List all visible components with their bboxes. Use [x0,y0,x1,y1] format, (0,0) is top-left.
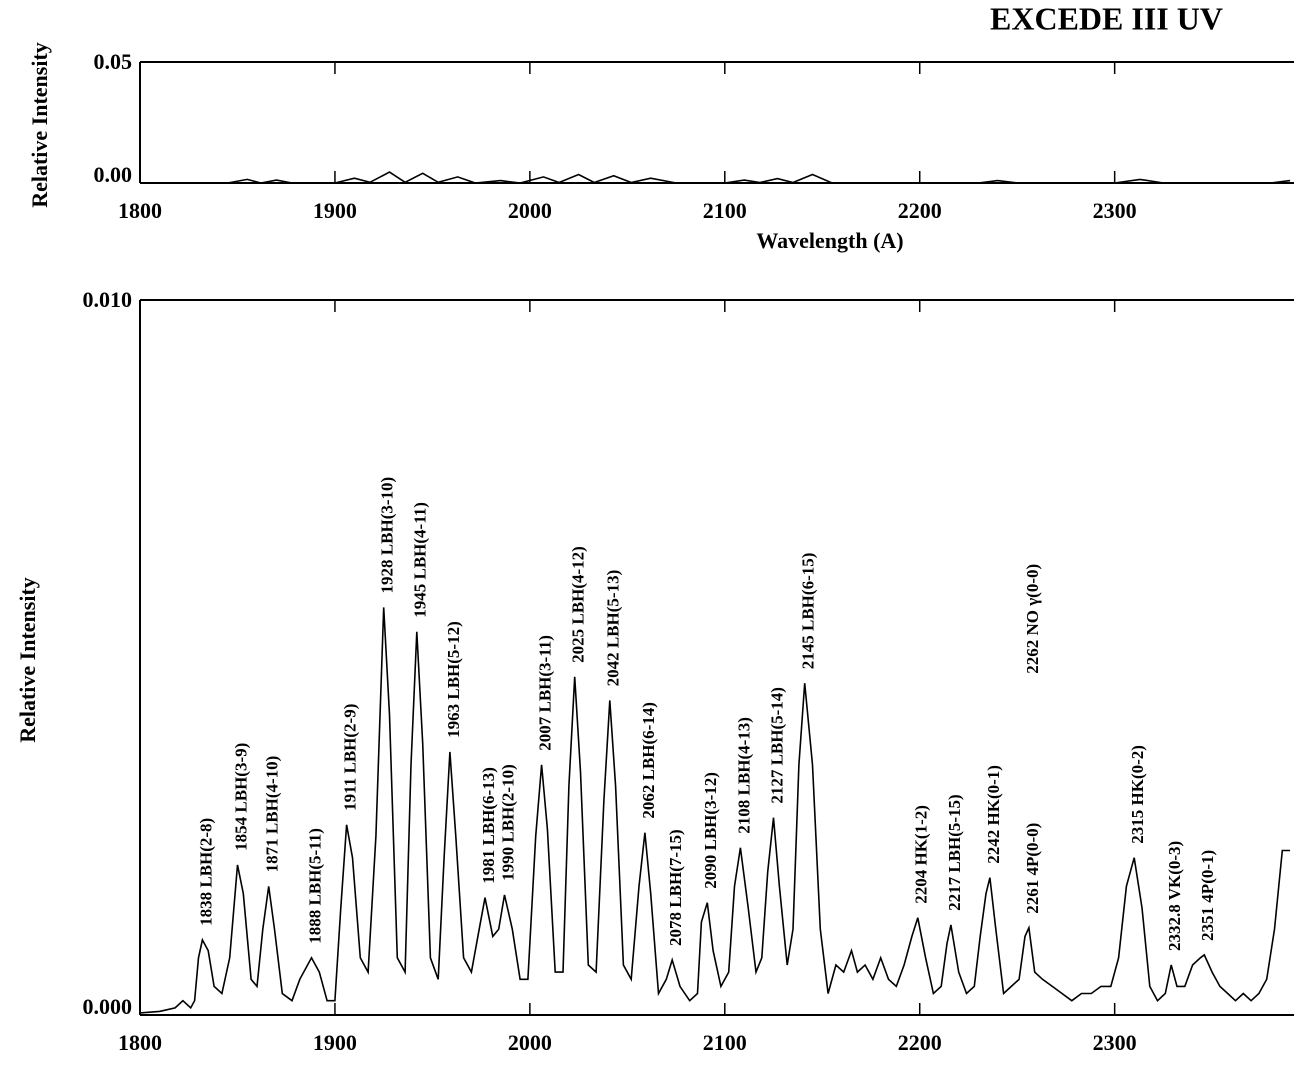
x-tick-label: 1900 [313,1030,357,1055]
peak-annotation: 2090 LBH(3-12) [701,772,720,889]
peak-annotation: 1990 LBH(2-10) [498,764,517,881]
peak-annotation: 2108 LBH(4-13) [734,717,753,834]
x-tick-label: 2300 [1093,1030,1137,1055]
peak-annotation: 1838 LBH(2-8) [196,818,215,926]
peak-annotation: 2078 LBH(7-15) [666,829,685,946]
peak-annotation: 2217 LBH(5-15) [945,794,964,911]
y-tick-label: 0.00 [94,162,133,187]
plot-area [140,607,1291,1014]
peak-annotation: 2042 LBH(5-13) [604,570,623,687]
plot-area [140,171,1291,184]
peak-annotation: 2025 LBH(4-12) [569,546,588,663]
x-tick-label: 2300 [1093,198,1137,223]
peak-annotation: 2262 NO γ(0-0) [1023,564,1042,674]
peak-annotation: 1871 LBH(4-10) [263,756,282,873]
peak-annotation: 2062 LBH(6-14) [639,702,658,819]
x-tick-label: 1800 [118,198,162,223]
x-tick-label: 2100 [703,1030,747,1055]
peak-annotation: 1981 LBH(6-13) [479,767,498,884]
peak-annotation: 2332.8 VK(0-3) [1165,841,1184,951]
peak-annotation: 2351 4P(0-1) [1198,850,1217,941]
x-tick-label: 1900 [313,198,357,223]
peak-annotation: 2127 LBH(5-14) [767,687,786,804]
y-tick-label: 0.010 [83,287,133,312]
x-axis-label: Wavelength (A) [756,228,903,253]
peak-annotation: 2261 4P(0-0) [1023,823,1042,914]
chart-title: EXCEDE III UV [990,0,1223,36]
x-tick-label: 2000 [508,1030,552,1055]
x-tick-label: 2200 [898,1030,942,1055]
peak-annotation: 1888 LBH(5-11) [305,828,324,944]
y-tick-label: 0.05 [94,49,133,74]
peak-annotation: 2204 HK(1-2) [912,805,931,904]
x-tick-label: 2000 [508,198,552,223]
y-axis-label: Relative Intensity [27,42,52,208]
peak-annotation: 2242 HK(0-1) [984,765,1003,864]
peak-annotation: 1963 LBH(5-12) [444,621,463,738]
y-axis-label: Relative Intensity [15,577,40,743]
peak-annotation: 1911 LBH(2-9) [341,704,360,811]
peak-annotation: 2145 LBH(6-15) [799,553,818,670]
peak-annotation: 1928 LBH(3-10) [378,477,397,594]
x-tick-label: 2200 [898,198,942,223]
y-tick-label: 0.000 [83,994,133,1019]
spectrum-line [140,171,1291,184]
spectrum-line [140,607,1291,1014]
peak-annotation: 2315 HK(0-2) [1128,745,1147,844]
x-tick-label: 2100 [703,198,747,223]
peak-annotation: 2007 LBH(3-11) [535,635,554,751]
peak-annotation: 1854 LBH(3-9) [231,743,250,851]
peak-annotation: 1945 LBH(4-11) [411,502,430,618]
x-tick-label: 1800 [118,1030,162,1055]
